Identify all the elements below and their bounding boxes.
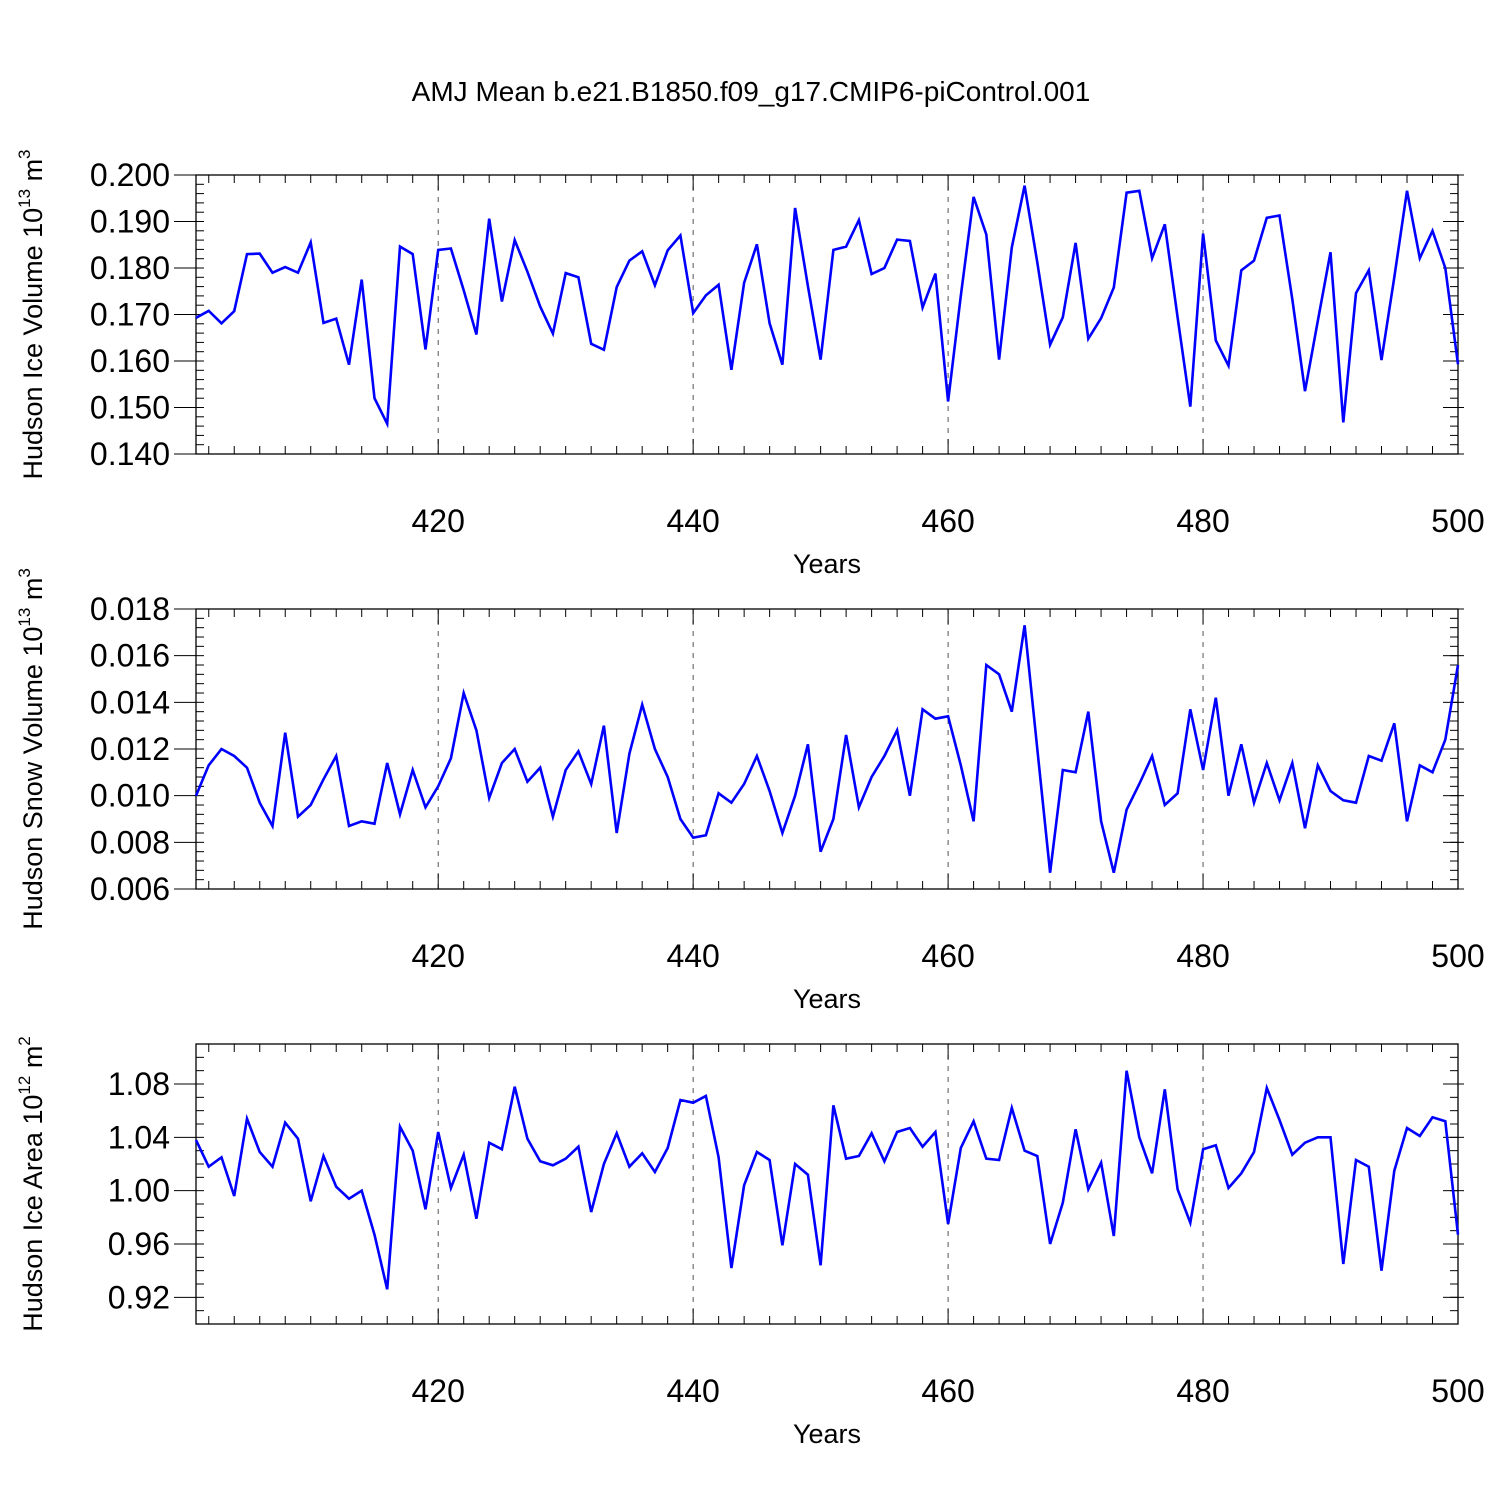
panel-1: 0.140 0.150 0.160 0.170 0.180 0.190 0.200 420 44… <box>15 149 1485 579</box>
x-tick-label: 420 <box>412 503 465 539</box>
x-tick-label: 480 <box>1176 1373 1229 1409</box>
y-tick-label: 0.170 <box>90 297 170 333</box>
y-tick-label: 1.04 <box>108 1119 170 1155</box>
y-tick-label: 0.018 <box>90 591 170 627</box>
x-tick-label: 500 <box>1431 938 1484 974</box>
panel-3: 0.92 0.96 1.00 1.04 1.08 420 440 460 480 500 Years… <box>15 1036 1485 1449</box>
chart-title: AMJ Mean b.e21.B1850.f09_g17.CMIP6-piCon… <box>412 76 1091 107</box>
x-tick-label: 420 <box>412 938 465 974</box>
y-axis-label: Hudson Ice Area 1012 m2 <box>15 1036 48 1332</box>
y-tick-label: 0.96 <box>108 1226 170 1262</box>
y-tick-label: 0.92 <box>108 1279 170 1315</box>
panels: 0.140 0.150 0.160 0.170 0.180 0.190 0.200 420 44… <box>15 149 1485 1449</box>
x-tick-label: 440 <box>666 503 719 539</box>
x-axis-label: Years <box>793 549 861 579</box>
x-tick-label: 480 <box>1176 503 1229 539</box>
series-line <box>194 625 1460 874</box>
y-tick-label: 1.00 <box>108 1173 170 1209</box>
plot-frame <box>195 608 1459 890</box>
x-tick-label: 420 <box>412 1373 465 1409</box>
y-axis-label: Hudson Ice Volume 1013 m3 <box>15 149 48 479</box>
y-tick-label: 0.006 <box>90 871 170 907</box>
x-tick-label: 440 <box>666 938 719 974</box>
x-tick-label: 500 <box>1431 1373 1484 1409</box>
y-tick-label: 0.012 <box>90 731 170 767</box>
x-tick-label: 460 <box>921 1373 974 1409</box>
y-tick-label: 0.016 <box>90 638 170 674</box>
y-axis-label: Hudson Snow Volume 1013 m3 <box>15 568 48 930</box>
y-tick-label: 0.200 <box>90 157 170 193</box>
panel-2: 0.006 0.008 0.010 0.012 0.014 0.016 0.018 420 44… <box>15 568 1485 1014</box>
x-tick-label: 460 <box>921 938 974 974</box>
plot-frame <box>195 1043 1459 1325</box>
y-tick-label: 0.008 <box>90 824 170 860</box>
y-tick-label: 1.08 <box>108 1066 170 1102</box>
series-line <box>195 185 1460 429</box>
y-tick-label: 0.190 <box>90 204 170 240</box>
x-axis-label: Years <box>793 984 861 1014</box>
y-tick-label: 0.180 <box>90 250 170 286</box>
y-tick-label: 0.014 <box>90 684 170 720</box>
x-tick-label: 440 <box>666 1373 719 1409</box>
y-tick-label: 0.150 <box>90 390 170 426</box>
y-tick-label: 0.010 <box>90 778 170 814</box>
series-line <box>194 1070 1460 1290</box>
x-tick-label: 500 <box>1431 503 1484 539</box>
x-tick-label: 480 <box>1176 938 1229 974</box>
y-tick-label: 0.140 <box>90 436 170 472</box>
x-tick-label: 460 <box>921 503 974 539</box>
y-tick-label: 0.160 <box>90 343 170 379</box>
x-axis-label: Years <box>793 1419 861 1449</box>
